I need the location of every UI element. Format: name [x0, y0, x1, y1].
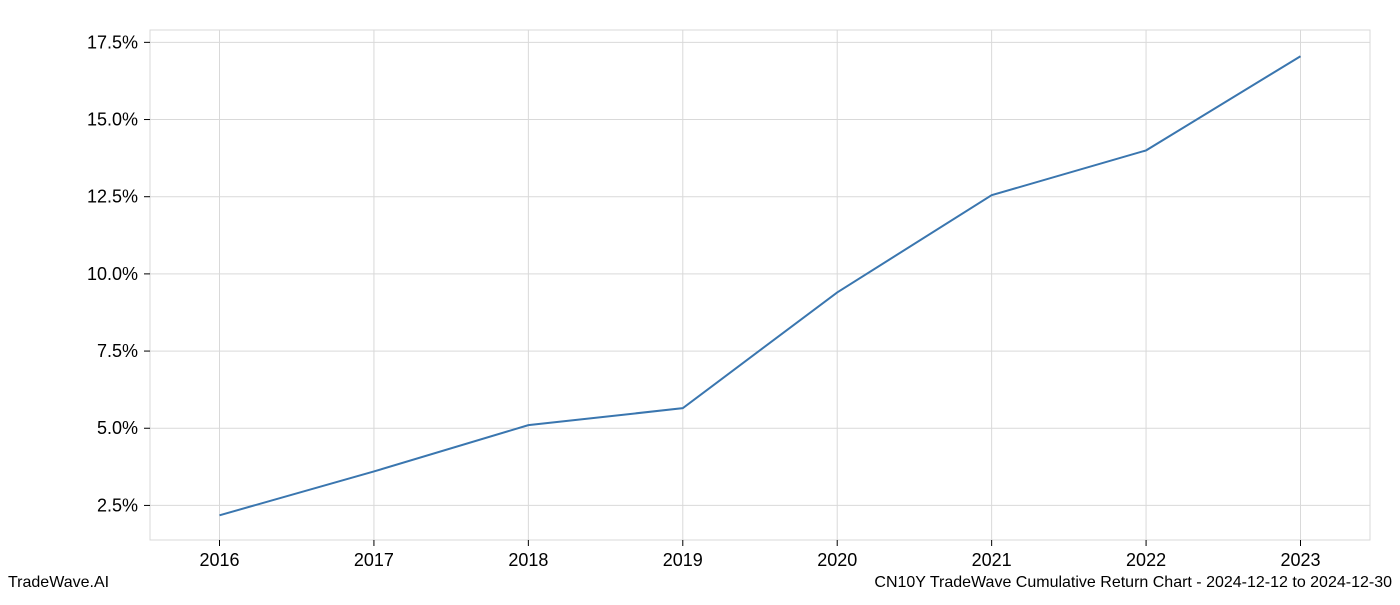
xtick-label: 2020 [817, 550, 857, 570]
chart-container: 2016 2017 2018 2019 2020 2021 2022 2023 2.5% 5.0%… [0, 0, 1400, 600]
xtick-label: 2016 [199, 550, 239, 570]
xtick-label: 2023 [1280, 550, 1320, 570]
xtick-label: 2018 [508, 550, 548, 570]
ytick-label: 2.5% [97, 495, 138, 515]
ytick-label: 7.5% [97, 341, 138, 361]
ytick-label: 12.5% [87, 187, 138, 207]
footer-caption: CN10Y TradeWave Cumulative Return Chart … [874, 574, 1392, 592]
ytick-label: 15.0% [87, 110, 138, 130]
line-chart: 2016 2017 2018 2019 2020 2021 2022 2023 2.5% 5.0%… [0, 0, 1400, 600]
ytick-label: 17.5% [87, 32, 138, 52]
xtick-label: 2017 [354, 550, 394, 570]
ytick-label: 10.0% [87, 264, 138, 284]
xtick-label: 2019 [663, 550, 703, 570]
xtick-label: 2021 [972, 550, 1012, 570]
xtick-label: 2022 [1126, 550, 1166, 570]
footer-brand: TradeWave.AI [8, 574, 109, 592]
ytick-label: 5.0% [97, 418, 138, 438]
